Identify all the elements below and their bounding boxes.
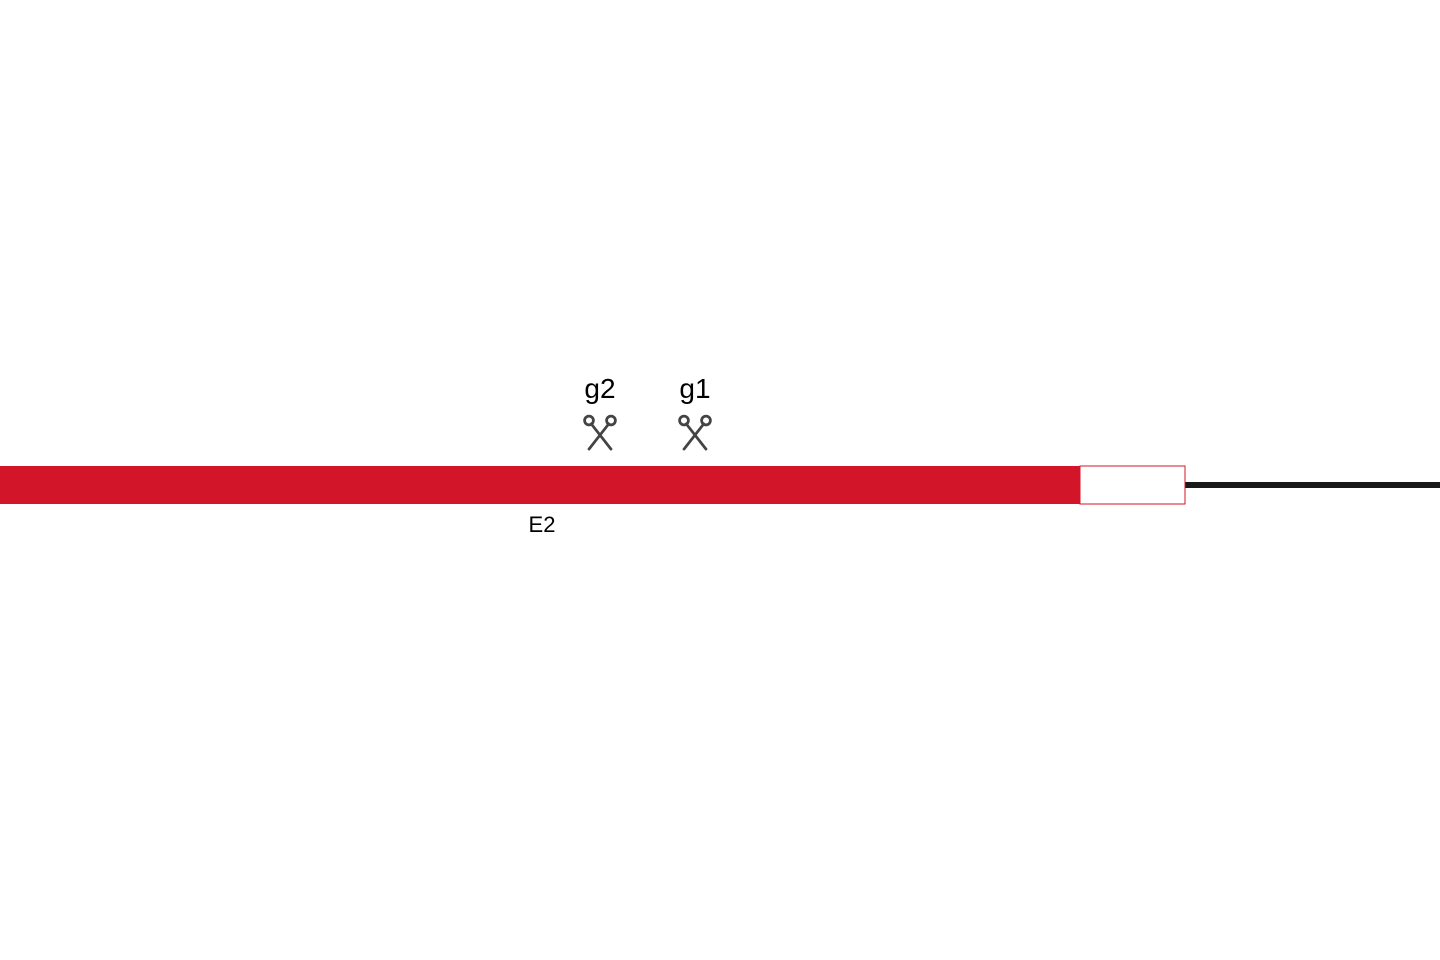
utr-box bbox=[1080, 466, 1185, 504]
exon-bar bbox=[0, 466, 1080, 504]
cut-site-g1-label: g1 bbox=[679, 373, 710, 404]
cut-site-g1: g1 bbox=[679, 373, 710, 449]
cut-site-g2: g2 bbox=[584, 373, 615, 449]
scissors-icon bbox=[585, 416, 616, 449]
exon-label: E2 bbox=[529, 512, 556, 537]
scissors-icon bbox=[680, 416, 711, 449]
cut-site-g2-label: g2 bbox=[584, 373, 615, 404]
gene-diagram: E2 g2 g1 bbox=[0, 0, 1440, 960]
